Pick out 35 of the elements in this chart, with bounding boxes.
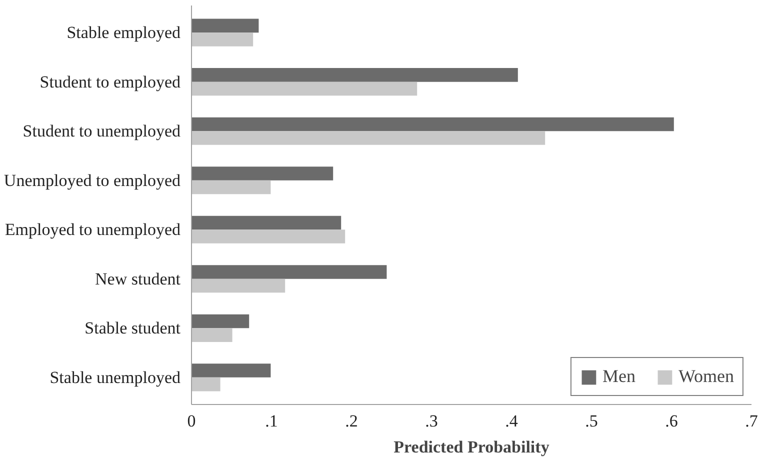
y-tick-label: Stable unemployed: [50, 368, 181, 387]
x-tick-label: .5: [585, 412, 598, 430]
x-tick-label: .2: [345, 412, 358, 430]
y-tick-label: Stable employed: [66, 23, 181, 42]
x-tick-label: .3: [425, 412, 438, 430]
x-tick-label: .6: [665, 412, 678, 430]
bar: [192, 18, 259, 33]
x-axis-title: Predicted Probability: [394, 438, 550, 456]
bar: [192, 230, 346, 244]
bar: [192, 166, 334, 180]
x-tick-label: 0: [187, 412, 196, 430]
bar: [192, 265, 387, 279]
y-tick-label: Stable student: [84, 318, 181, 338]
bar: [192, 364, 271, 378]
y-tick-label: Employed to unemployed: [4, 220, 181, 240]
y-tick-label: New student: [95, 269, 181, 288]
bar: [192, 68, 518, 82]
y-tick-label: Student to employed: [40, 72, 181, 92]
bar: [192, 131, 546, 145]
x-tick-label: .4: [505, 412, 518, 430]
y-tick-label: Student to unemployed: [22, 122, 181, 141]
bar: [192, 314, 250, 328]
bar: [192, 278, 286, 293]
legend-label: Women: [678, 366, 734, 387]
bar: [192, 82, 418, 96]
x-tick-label: .1: [265, 412, 278, 430]
bar: [192, 32, 254, 46]
bar: [192, 216, 342, 230]
bar: [192, 377, 220, 392]
y-tick-label: Unemployed to employed: [4, 170, 181, 190]
bar: [192, 117, 674, 132]
bar: [192, 180, 271, 194]
bar: [192, 328, 232, 342]
x-tick-label: .7: [745, 412, 758, 430]
legend-label: Men: [602, 366, 636, 387]
